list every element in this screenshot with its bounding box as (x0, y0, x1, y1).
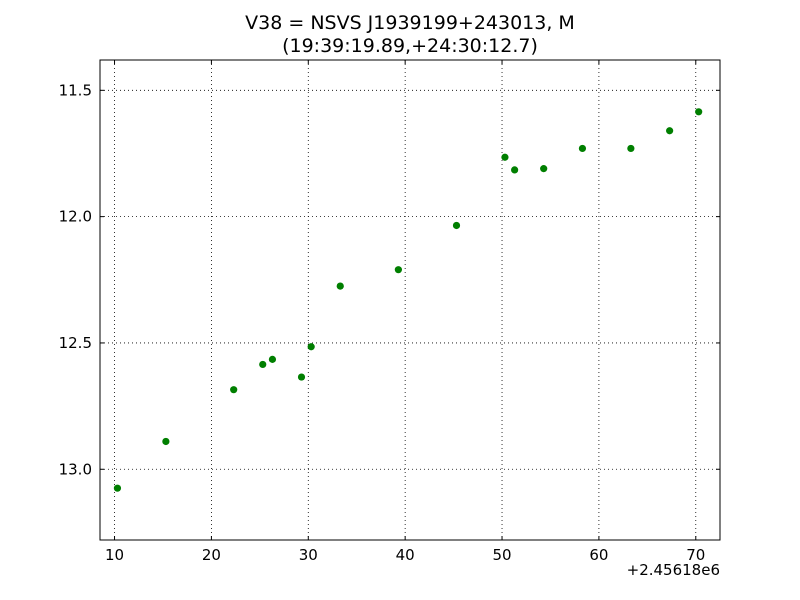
plot-frame (99, 59, 721, 541)
data-point (511, 166, 519, 174)
x-tick-label: 60 (589, 546, 608, 564)
data-point (695, 108, 703, 116)
y-tick-label: 12.0 (59, 208, 92, 226)
grid-layer (100, 60, 720, 540)
data-point (162, 437, 170, 446)
data-point (394, 266, 402, 274)
y-tick-label: 12.5 (59, 334, 92, 352)
chart-title: V38 = NSVS J1939199+243013, M (245, 12, 575, 34)
data-point (627, 144, 635, 153)
x-tick-label: 30 (299, 546, 318, 564)
x-offset-label: +2.45618e6 (627, 561, 720, 579)
x-tick-label: 50 (492, 546, 511, 564)
x-tick-label: 40 (396, 546, 415, 564)
x-tick-label: 20 (202, 546, 221, 564)
data-point (268, 355, 277, 363)
data-point (336, 282, 344, 290)
data-point (259, 360, 267, 369)
y-tick-label: 11.5 (59, 81, 92, 99)
data-point (113, 484, 122, 492)
ticks-layer: 10 20 30 40 50 60 70 11.5 12.0 12.5 13.0 (59, 60, 720, 564)
data-point (540, 165, 548, 173)
x-tick-label: 10 (105, 546, 124, 564)
data-point (501, 153, 509, 161)
points-layer (113, 108, 703, 492)
data-point (230, 386, 238, 394)
chart-subtitle: (19:39:19.89,+24:30:12.7) (282, 35, 538, 57)
data-point (578, 144, 587, 153)
data-point (297, 373, 306, 381)
y-tick-label: 13.0 (59, 460, 92, 478)
x-tick-label: 70 (686, 546, 705, 564)
data-point (666, 127, 674, 135)
data-point (452, 221, 461, 230)
data-point (307, 343, 315, 351)
